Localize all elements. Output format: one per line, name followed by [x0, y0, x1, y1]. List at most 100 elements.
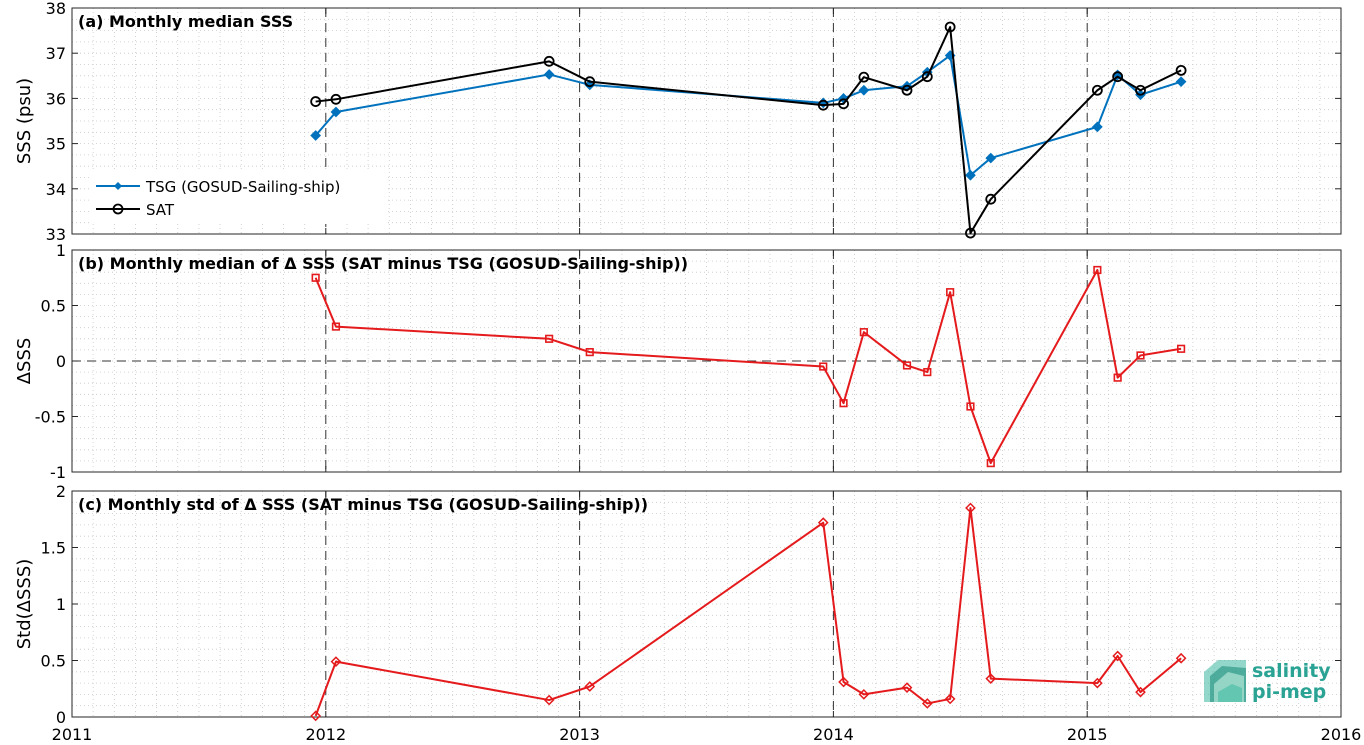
data-point [986, 459, 995, 468]
data-point [839, 399, 848, 408]
data-point [944, 21, 956, 33]
data-point [985, 673, 997, 684]
data-point [985, 152, 997, 164]
panel-title: (a) Monthly median SSS [78, 12, 293, 31]
legend-box [92, 172, 388, 224]
legend-marker-tsg [114, 182, 122, 190]
data-point [858, 71, 870, 83]
data-point [330, 656, 342, 667]
y-tick-label: 0 [56, 352, 66, 371]
y-tick-label: 2 [56, 482, 66, 501]
x-tick-label: 2012 [305, 725, 346, 744]
data-point [1091, 121, 1103, 133]
legend-label-sat: SAT [146, 201, 175, 219]
data-point [921, 71, 933, 83]
data-point [1177, 344, 1186, 353]
data-point [543, 694, 555, 706]
data-point [1112, 71, 1124, 83]
y-tick-label: 0.5 [41, 297, 66, 316]
logo-wave-icon [1204, 660, 1246, 702]
x-tick-label: 2014 [813, 725, 854, 744]
data-point [1091, 84, 1103, 96]
x-tick-label: 2011 [52, 725, 93, 744]
legend-marker-sat [112, 203, 124, 215]
data-point [817, 517, 829, 529]
y-tick-label: -1 [50, 463, 66, 482]
logo-text-line2: pi-mep [1252, 681, 1326, 703]
data-point [545, 334, 554, 343]
data-point [985, 193, 997, 205]
data-point [858, 689, 870, 700]
legend: TSG (GOSUD-Sailing-ship) SAT [92, 172, 388, 224]
salinity-pi-mep-logo: salinity pi-mep [1204, 660, 1331, 703]
y-tick-label: 36 [46, 89, 66, 108]
data-point [1175, 76, 1187, 88]
data-point [819, 362, 828, 371]
x-tick-label: 2013 [559, 725, 600, 744]
data-point [1175, 64, 1187, 76]
y-tick-label: -0.5 [35, 408, 66, 427]
data-point [1175, 652, 1187, 664]
data-point [838, 98, 849, 110]
x-tick-label: 2015 [1067, 725, 1108, 744]
data-point [1136, 351, 1145, 360]
data-point [310, 130, 322, 141]
data-point [1091, 677, 1103, 689]
data-point [902, 361, 912, 370]
data-point [965, 169, 976, 181]
y-tick-label: 37 [46, 44, 66, 63]
y-tick-label: 33 [46, 225, 66, 244]
series-line [314, 54, 1182, 177]
panel-c-monthly-std-delta-sss: 0 0.5 1 1.5 2 2011 2012 2013 2014 2015 2016 Std(ΔSS… [14, 482, 1361, 744]
y-tick-label: 34 [46, 180, 66, 199]
series-line [314, 506, 1182, 717]
data-point [584, 76, 596, 88]
data-point [858, 84, 870, 96]
y-tick-label: 1.5 [41, 539, 66, 558]
data-point [543, 69, 555, 80]
data-point [965, 502, 976, 514]
data-point [330, 106, 342, 118]
data-point [966, 402, 975, 411]
panel-title: (b) Monthly median of Δ SSS (SAT minus T… [78, 254, 688, 273]
y-tick-label: 1 [56, 595, 66, 614]
panel-b-monthly-median-delta-sss: -1 -0.5 0 0.5 1 ΔSSS (b) Monthly median of Δ S… [14, 241, 1342, 482]
data-point [331, 322, 341, 331]
data-point [543, 55, 555, 67]
y-axis-label: Std(ΔSSS) [14, 559, 35, 650]
series-line [315, 25, 1182, 235]
series-line [314, 268, 1182, 465]
data-point [965, 227, 976, 239]
x-tick-label: 2016 [1321, 725, 1362, 744]
data-point [330, 93, 342, 105]
data-point [310, 710, 322, 722]
y-tick-label: 38 [46, 0, 66, 18]
data-point [944, 693, 956, 705]
data-point [921, 698, 933, 709]
data-point [1093, 265, 1102, 275]
axes-frame [71, 7, 1342, 235]
data-point [585, 348, 594, 357]
y-axis-label: SSS (psu) [14, 78, 35, 164]
y-tick-label: 0 [56, 708, 66, 727]
data-point [310, 96, 322, 107]
data-point [1135, 686, 1146, 698]
y-tick-label: 35 [46, 135, 66, 154]
y-tick-label: 0.5 [41, 652, 66, 671]
data-point [584, 681, 596, 692]
logo-text-line1: salinity [1252, 660, 1331, 682]
data-point [901, 84, 913, 96]
data-point [1135, 84, 1146, 96]
data-point [859, 328, 868, 337]
data-point [311, 273, 320, 282]
data-point [838, 676, 849, 688]
data-point [946, 288, 955, 297]
legend-label-tsg: TSG (GOSUD-Sailing-ship) [145, 178, 340, 196]
y-axis-label: ΔSSS [14, 338, 35, 385]
data-point [1113, 373, 1122, 382]
data-point [817, 99, 829, 111]
data-point [901, 682, 913, 693]
data-point [923, 367, 932, 377]
data-point [1112, 650, 1124, 662]
